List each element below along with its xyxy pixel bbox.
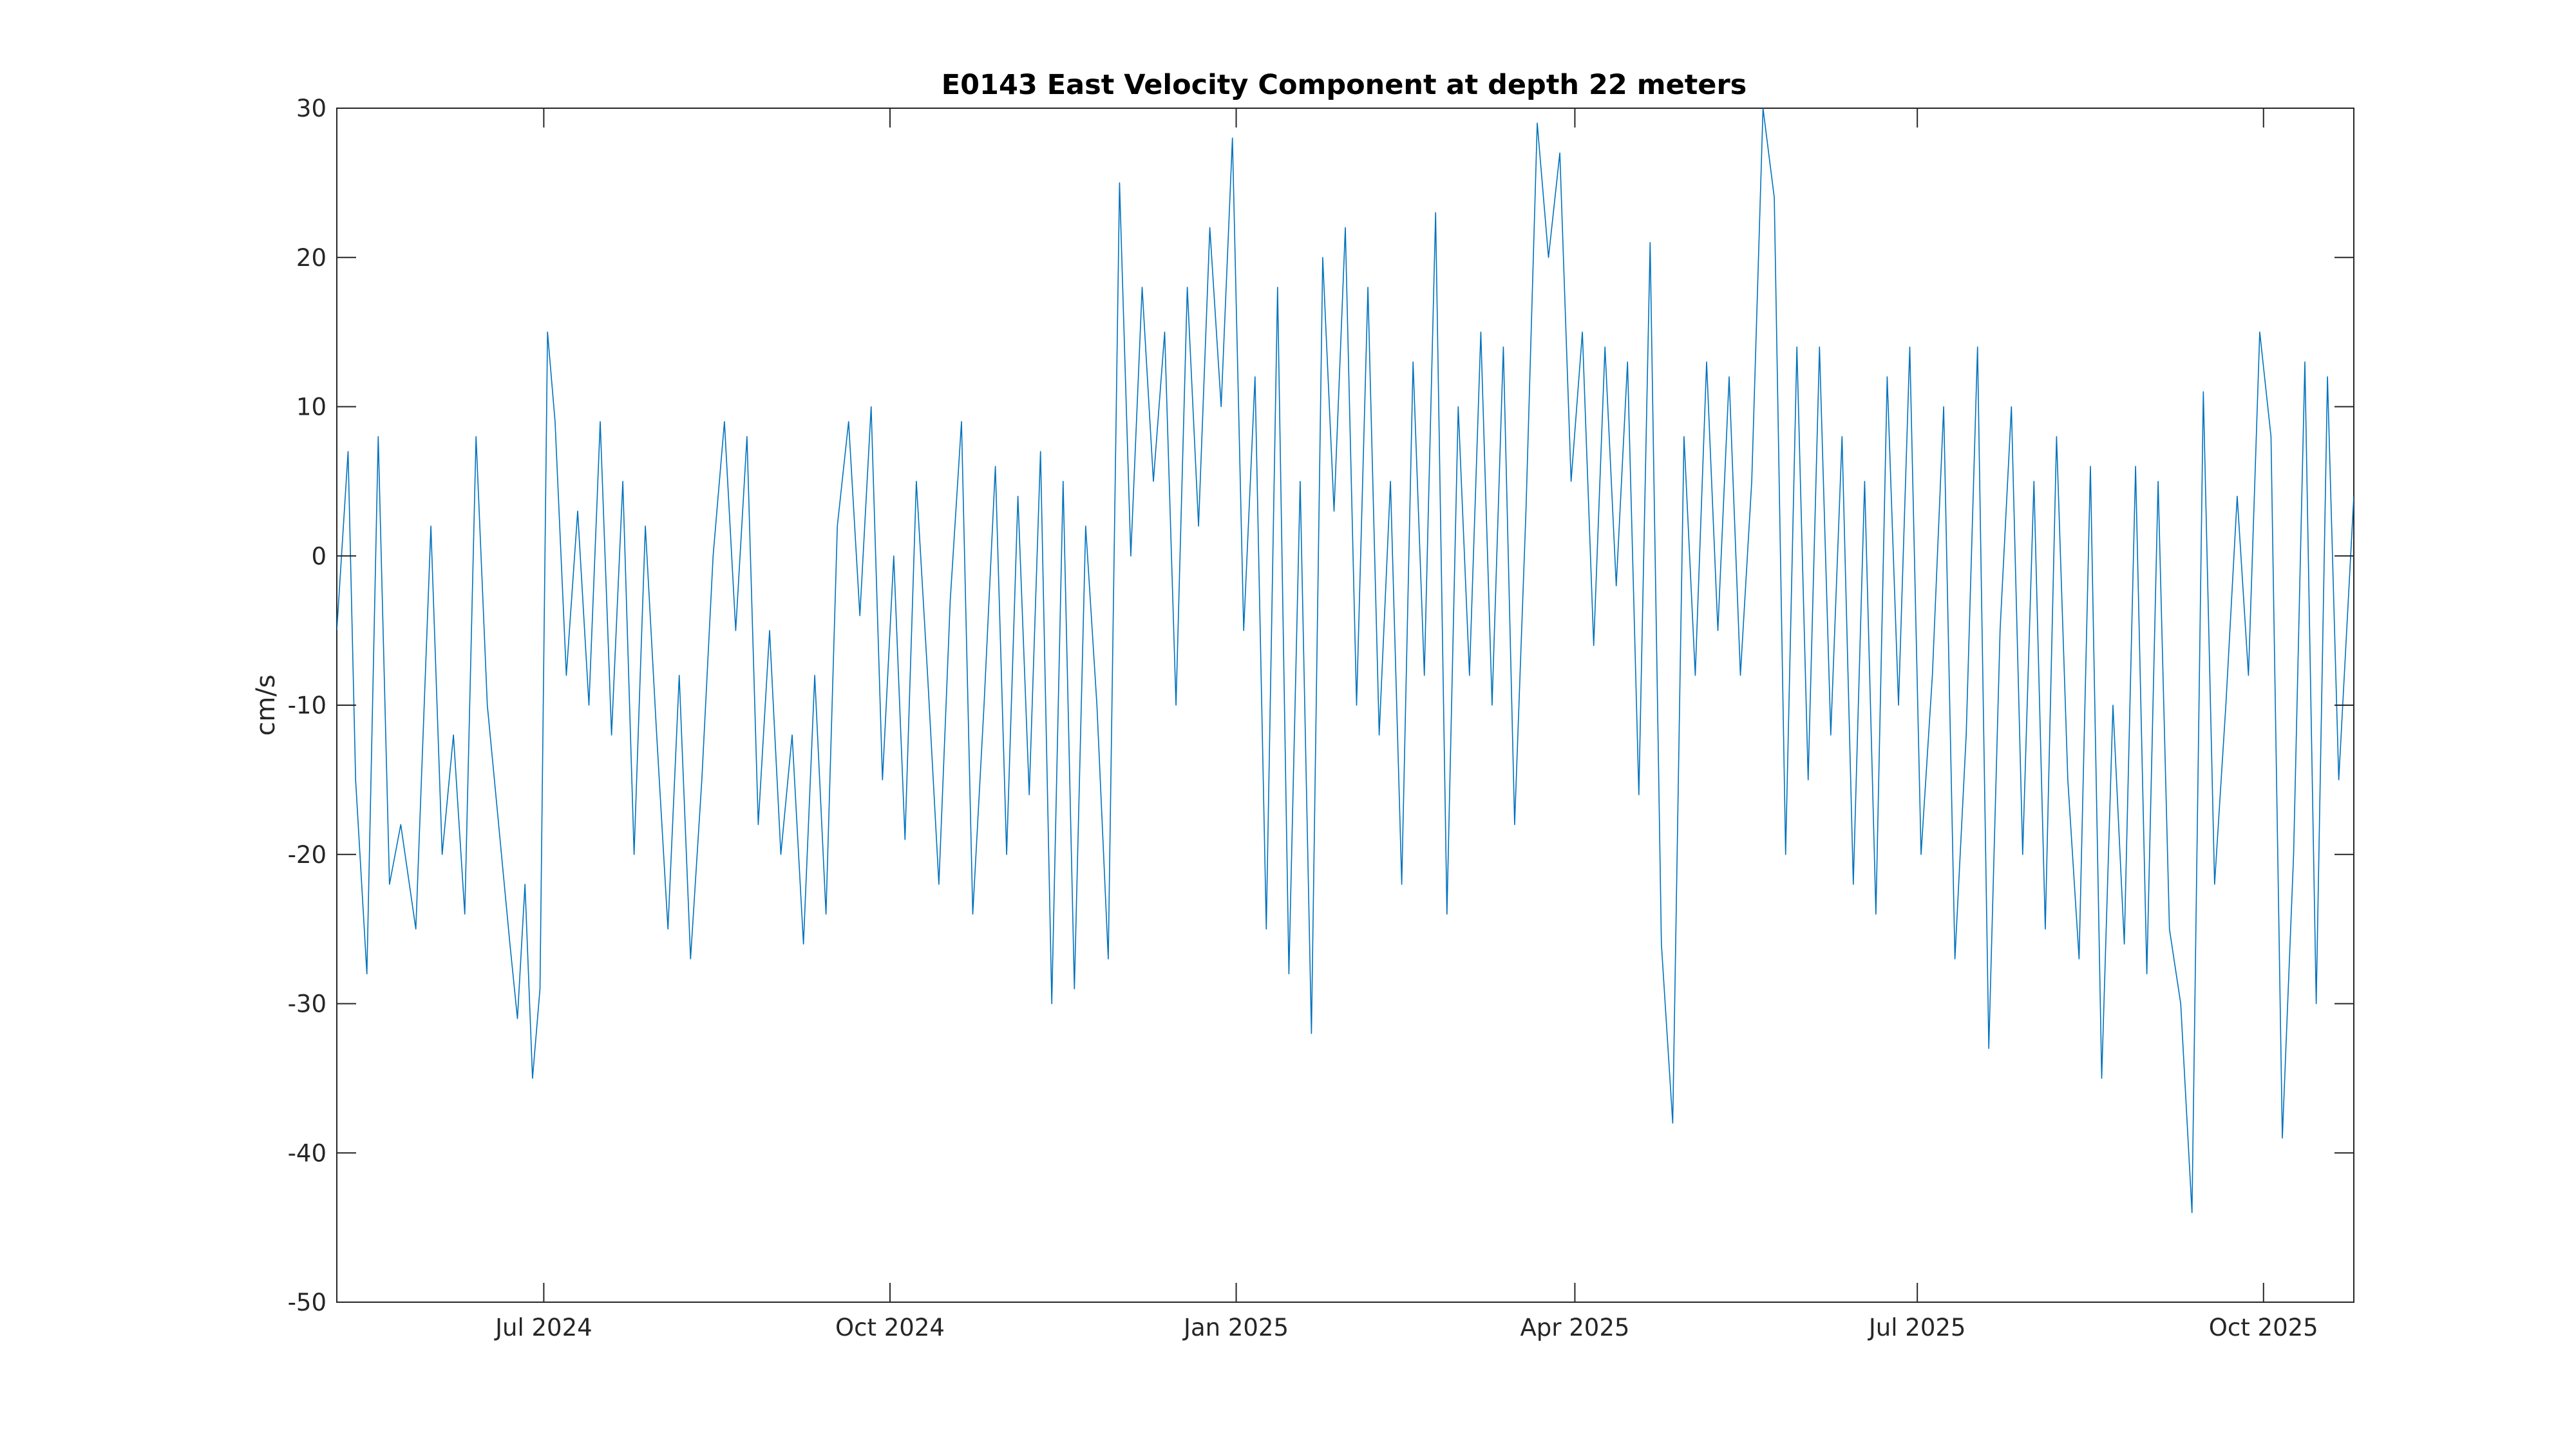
x-tick-label: Apr 2025 [1520, 1314, 1629, 1341]
plot-area [336, 108, 2354, 1303]
x-tick-label: Oct 2024 [835, 1314, 945, 1341]
x-tick-label: Jul 2025 [1868, 1314, 1966, 1341]
y-tick-label: -20 [288, 841, 327, 869]
y-axis-label: cm/s [251, 674, 281, 735]
y-tick-label: 0 [311, 542, 327, 570]
axis-ticks: 30 20 10 0 -10 -20 -30 -40 -50 Jul 2024 Oct 2024 Ja… [288, 95, 2354, 1341]
y-tick-label: 30 [296, 95, 327, 122]
y-tick-label: 20 [296, 244, 327, 272]
y-tick-label: 10 [296, 393, 327, 421]
y-tick-label: -10 [288, 692, 327, 719]
y-tick-label: -50 [288, 1289, 327, 1316]
x-tick-label: Oct 2025 [2209, 1314, 2318, 1341]
y-tick-label: -30 [288, 990, 327, 1018]
x-tick-label: Jul 2024 [494, 1314, 592, 1341]
chart-title: E0143 East Velocity Component at depth 2… [942, 69, 1747, 101]
velocity-series-line [337, 108, 2354, 1213]
y-tick-label: -40 [288, 1139, 327, 1167]
x-tick-label: Jan 2025 [1182, 1314, 1289, 1341]
